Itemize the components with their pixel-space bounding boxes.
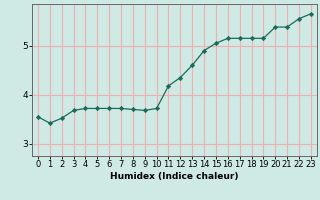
X-axis label: Humidex (Indice chaleur): Humidex (Indice chaleur) — [110, 172, 239, 181]
